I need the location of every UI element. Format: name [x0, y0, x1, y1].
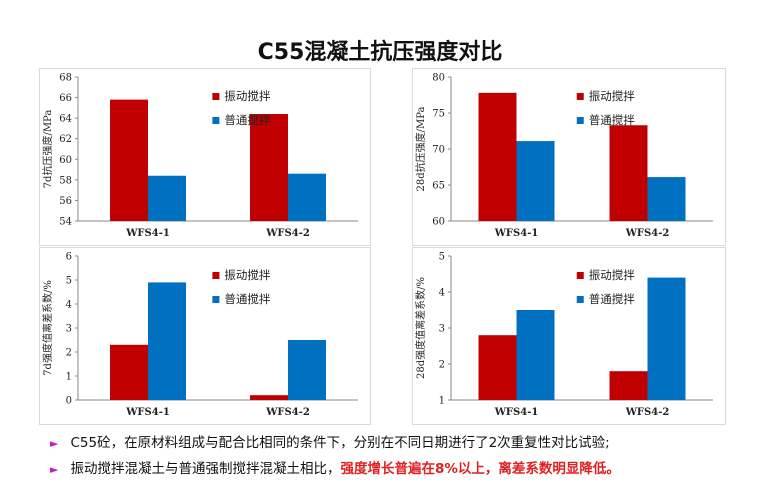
legend-label: 振动搅拌	[589, 268, 635, 282]
y-tick-label: 60	[432, 217, 445, 228]
legend-swatch	[212, 93, 220, 100]
y-tick-label: 65	[432, 181, 445, 192]
triangle-right-icon: ►	[50, 463, 59, 476]
y-tick-label: 68	[59, 73, 72, 84]
y-tick-label: 80	[432, 73, 445, 84]
y-axis-label: 7d强度值离差系数/%	[41, 280, 54, 376]
y-tick-label: 58	[59, 175, 72, 186]
bar	[288, 340, 326, 400]
y-tick-label: 3	[439, 324, 445, 335]
y-tick-label: 66	[59, 93, 72, 104]
bar	[110, 99, 148, 221]
x-tick-label: WFS4-2	[625, 228, 670, 239]
triangle-right-icon: ►	[50, 437, 59, 450]
x-tick-label: WFS4-2	[625, 407, 670, 418]
y-tick-label: 2	[66, 348, 72, 359]
y-tick-label: 54	[59, 217, 72, 228]
chart-28d-strength: 28d抗压强度/MPa 60 65 70 75 80 WFS4-1 WFS4-2 振动搅拌普通搅…	[414, 73, 713, 239]
y-tick-label: 5	[66, 276, 72, 287]
bar	[478, 335, 517, 400]
bar	[478, 92, 517, 221]
chart-panel-28d-dispersion: 28d强度值离差系数/% 1 2 3 4 5 WFS4-1 WFS4-2 振动搅拌普通搅拌	[412, 247, 726, 425]
y-tick-label: 1	[66, 372, 72, 383]
x-tick-label: WFS4-1	[125, 407, 170, 418]
x-tick-label: WFS4-2	[265, 407, 310, 418]
bullet-item: ► 振动搅拌混凝土与普通强制搅拌混凝土相比，强度增长普遍在8%以上，离差系数明显降…	[50, 456, 750, 482]
bar	[647, 177, 686, 221]
y-axis-label: 28d强度值离差系数/%	[414, 277, 427, 379]
bar	[288, 173, 326, 221]
bar	[609, 125, 648, 221]
chart-7d-strength: 7d抗压强度/MPa 54 56 58 60 62 64 66 68 WFS4-1 WFS4-2 振动…	[41, 73, 358, 239]
y-tick-label: 70	[432, 145, 445, 156]
x-tick-label: WFS4-1	[494, 407, 539, 418]
y-tick-label: 4	[439, 288, 445, 299]
bar	[148, 282, 186, 400]
bar	[148, 175, 186, 221]
y-tick-label: 5	[439, 252, 445, 263]
y-tick-label: 6	[66, 252, 72, 263]
x-tick-label: WFS4-2	[265, 228, 310, 239]
legend-swatch	[576, 296, 584, 303]
legend-label: 普通搅拌	[589, 113, 635, 127]
bullet-item: ► C55砼，在原材料组成与配合比相同的条件下，分别在不同日期进行了2次重复性对比…	[50, 430, 750, 456]
chart-panel-28d-strength: 28d抗压强度/MPa 60 65 70 75 80 WFS4-1 WFS4-2 振动搅拌普通搅…	[412, 68, 726, 246]
summary-bullets: ► C55砼，在原材料组成与配合比相同的条件下，分别在不同日期进行了2次重复性对比…	[50, 430, 750, 482]
bar	[250, 395, 288, 400]
bullet-text: 振动搅拌混凝土与普通强制搅拌混凝土相比，	[70, 461, 341, 477]
bar	[609, 371, 648, 400]
x-tick-label: WFS4-1	[125, 228, 170, 239]
bar	[516, 310, 555, 400]
legend-label: 普通搅拌	[589, 292, 635, 306]
y-tick-label: 62	[59, 134, 72, 145]
legend-label: 振动搅拌	[224, 268, 270, 282]
legend-swatch	[212, 272, 220, 279]
x-tick-label: WFS4-1	[494, 228, 539, 239]
legend-swatch	[212, 117, 220, 124]
bullet-text: C55砼，在原材料组成与配合比相同的条件下，分别在不同日期进行了2次重复性对比试…	[70, 435, 610, 451]
bar	[250, 114, 288, 221]
chart-panel-7d-dispersion: 7d强度值离差系数/% 0 1 2 3 4 5 6 WFS4-1 WFS4-2 振动搅拌普通搅拌	[39, 247, 371, 425]
bullet-highlight: 强度增长普遍在8%以上，离差系数明显降低。	[340, 461, 620, 477]
y-tick-label: 3	[66, 324, 72, 335]
y-tick-label: 60	[59, 155, 72, 166]
y-tick-label: 75	[432, 109, 445, 120]
legend-swatch	[576, 93, 584, 100]
legend-label: 振动搅拌	[224, 89, 270, 103]
page-title: C55混凝土抗压强度对比	[257, 40, 503, 65]
y-tick-label: 64	[59, 114, 72, 125]
y-tick-label: 4	[66, 300, 72, 311]
legend-swatch	[212, 296, 220, 303]
y-tick-label: 56	[59, 196, 72, 207]
legend-swatch	[576, 272, 584, 279]
bar	[110, 344, 148, 400]
y-axis-label: 28d抗压强度/MPa	[414, 106, 427, 191]
bar	[516, 141, 555, 221]
legend-label: 普通搅拌	[224, 113, 270, 127]
chart-panel-7d-strength: 7d抗压强度/MPa 54 56 58 60 62 64 66 68 WFS4-1 WFS4-2 振动…	[39, 68, 371, 246]
y-axis-label: 7d抗压强度/MPa	[41, 110, 54, 189]
bar	[647, 277, 686, 400]
y-tick-label: 1	[439, 396, 445, 407]
y-tick-label: 2	[439, 360, 445, 371]
legend-swatch	[576, 117, 584, 124]
legend-label: 普通搅拌	[224, 292, 270, 306]
legend-label: 振动搅拌	[589, 89, 635, 103]
y-tick-label: 0	[66, 396, 72, 407]
